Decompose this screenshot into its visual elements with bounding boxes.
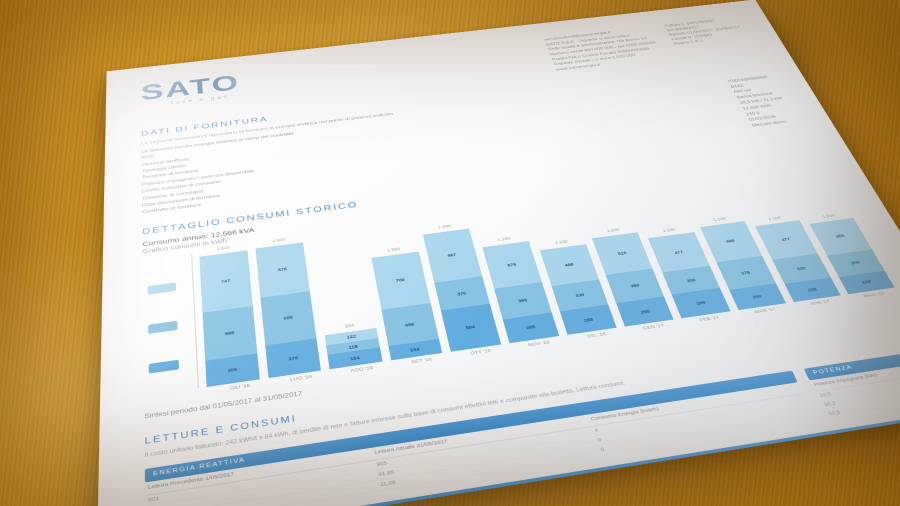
photo-scene: SATO luce e gas servizioclienti@satoener… [0,0,900,506]
photo-vignette [0,0,900,506]
